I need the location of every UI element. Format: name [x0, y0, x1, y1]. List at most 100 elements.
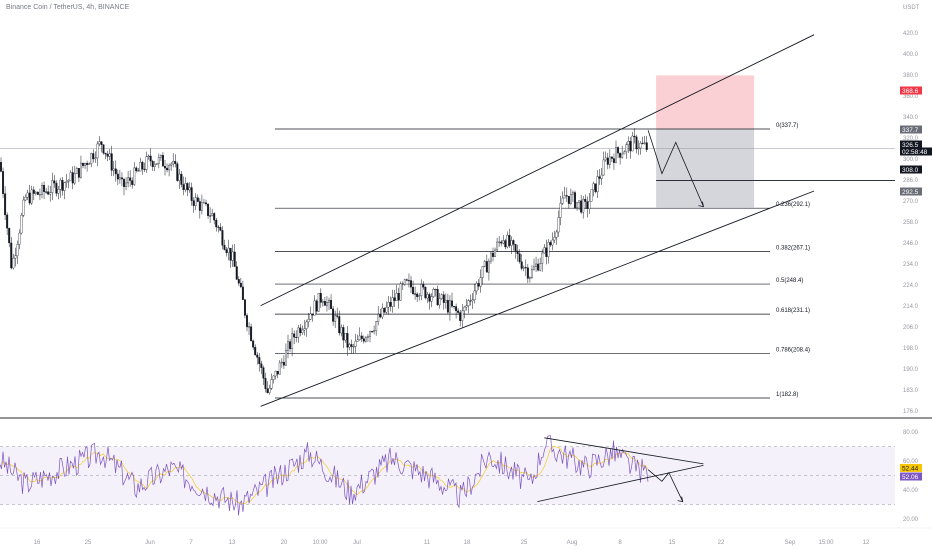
candle-up [576, 202, 579, 208]
candle-up [94, 157, 97, 160]
candle-up [184, 183, 187, 190]
candle-up [434, 289, 437, 291]
candle-down [629, 141, 632, 152]
candle-down [598, 176, 601, 179]
candle-up [373, 330, 376, 332]
candle-up [615, 147, 617, 163]
candle-up [270, 379, 273, 389]
candle-down [266, 388, 269, 393]
candle-down [469, 300, 472, 302]
price-tag: 308.0 [900, 165, 922, 174]
candle-up [305, 321, 308, 329]
fibonacci-retracement[interactable]: 0(337.7) 0.236(292.1) 0.382(267.1) 0.5(248.… [0, 123, 895, 399]
candle-up [84, 163, 87, 166]
candle-down [412, 286, 415, 294]
price-axis-tick: 190.0 [903, 367, 919, 373]
trend-drawings[interactable] [260, 34, 815, 407]
candle-down [379, 314, 382, 318]
candle-up [621, 153, 624, 158]
candle-down [451, 300, 453, 307]
candle-down [229, 247, 232, 261]
candle-down [217, 226, 220, 228]
candle-down [151, 160, 154, 167]
candle-down [180, 173, 183, 185]
candle-down [143, 168, 146, 170]
candle-up [627, 141, 630, 145]
fib-level-label: 0.5(248.4) [776, 278, 803, 284]
price-axis-tick: 183.0 [903, 388, 919, 394]
candle-down [416, 293, 419, 297]
candle-up [69, 172, 72, 181]
candle-up [57, 189, 60, 194]
candle-down [123, 178, 125, 187]
candle-up [639, 142, 642, 149]
candle-down [289, 341, 292, 349]
time-axis-tick: 15:00 [818, 540, 834, 546]
candle-up [301, 329, 304, 334]
time-axis-tick: 20 [281, 540, 288, 546]
candle-up [317, 293, 320, 312]
price-tag-bg [900, 140, 922, 149]
fib-level-label: 1(182.8) [776, 392, 798, 398]
candle-down [518, 253, 521, 262]
price-tag-text: 02:58:48 [902, 149, 928, 156]
candle-down [241, 286, 244, 300]
candle-down [61, 179, 64, 191]
price-tag-text: 337.7 [902, 127, 919, 134]
candle-up [608, 156, 611, 165]
candle-up [88, 163, 91, 165]
candle-down [293, 333, 296, 338]
fib-level-label: 0.382(267.1) [776, 246, 810, 252]
candle-down [100, 141, 103, 145]
candle-up [387, 302, 390, 308]
candle-up [313, 300, 316, 316]
candle-up [481, 266, 484, 278]
candle-up [340, 327, 343, 334]
candle-up [272, 375, 275, 380]
candle-down [135, 167, 138, 171]
candle-down [330, 300, 333, 310]
candle-up [496, 241, 499, 251]
candle-up [385, 307, 388, 313]
candle-down [233, 251, 236, 267]
candle-up [559, 203, 562, 218]
candle-down [424, 287, 427, 299]
candle-up [364, 337, 367, 342]
candle-up [381, 307, 384, 318]
candle-up [557, 217, 560, 233]
price-axis[interactable]: USDT 420.0 400.0 380.0 360.0 340.0 320.0 300.0 2… [0, 5, 932, 529]
candle-up [643, 142, 646, 144]
rsi-axis-tick: 40.00 [903, 488, 919, 494]
price-tag-text: 326.5 [902, 142, 919, 149]
price-axis-tick: 234.0 [903, 262, 919, 268]
candle-up [348, 344, 351, 348]
candle-down [10, 242, 13, 269]
candle-up [533, 266, 535, 270]
channel-upper-line [260, 34, 815, 307]
candle-up [377, 314, 380, 322]
candle-down [315, 300, 318, 312]
rsi-projection-path [647, 469, 684, 502]
time-axis-tick: 10:00 [312, 540, 328, 546]
candle-up [211, 213, 214, 217]
candle-down [243, 299, 246, 316]
candle-down [342, 327, 345, 341]
candle-up [170, 163, 173, 166]
candle-up [133, 167, 136, 185]
rsi-axis-tick: 60.00 [903, 459, 919, 465]
candle-down [77, 168, 80, 178]
candle-up [535, 263, 538, 268]
candle-down [549, 242, 552, 246]
time-axis[interactable]: 16 25 Jun 7 13 20 10:00 Jul 11 18 25 Aug 8 15 22 Sep 15:… [34, 540, 870, 546]
candle-up [16, 244, 19, 256]
price-axis-tick: 224.0 [903, 283, 919, 289]
candle-up [465, 305, 468, 308]
candle-down [512, 240, 515, 245]
candle-up [284, 349, 287, 366]
price-tag-bg [900, 187, 922, 196]
price-axis-tick: 400.0 [903, 52, 919, 58]
candle-down [86, 163, 89, 165]
candle-down [192, 200, 195, 206]
candle-up [75, 168, 78, 174]
